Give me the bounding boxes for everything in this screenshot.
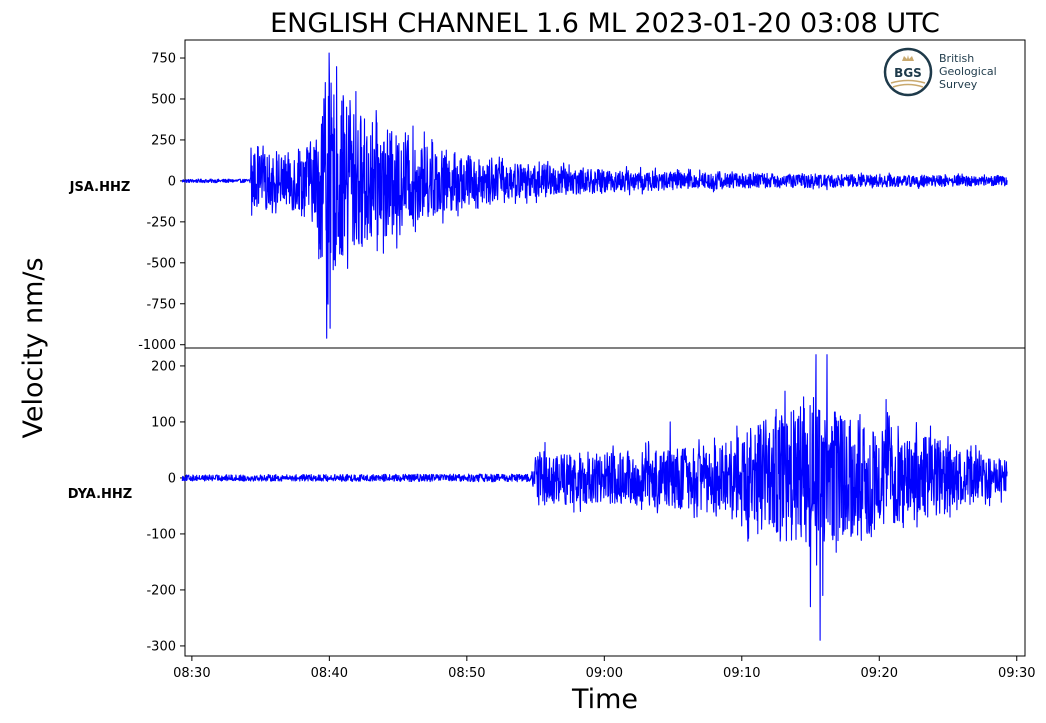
y-tick-label: 200	[151, 359, 176, 374]
waveform-trace-dya	[181, 354, 1008, 641]
y-tick-label: -100	[146, 527, 176, 542]
bgs-logo: BGS British Geological Survey	[883, 47, 997, 97]
y-tick-label: -300	[146, 639, 176, 654]
y-tick-label: -500	[146, 256, 176, 271]
strata-icon	[890, 79, 926, 88]
y-axis-label: Velocity nm/s	[18, 257, 49, 438]
crown-icon	[902, 55, 914, 61]
x-tick-label: 09:10	[723, 666, 760, 681]
y-tick-label: 100	[151, 415, 176, 430]
y-tick-label: 250	[151, 133, 176, 148]
y-tick-label: 0	[168, 174, 176, 189]
station-label-jsa: JSA.HHZ	[69, 180, 131, 195]
station-label-dya: DYA.HHZ	[68, 487, 132, 502]
y-axis-dya: 200 100 0 -100 -200 -300	[146, 359, 185, 654]
y-axis-jsa: 750 500 250 0 -250 -500 -750 -1000	[138, 52, 185, 353]
x-tick-label: 09:00	[586, 666, 623, 681]
y-tick-label: 500	[151, 92, 176, 107]
panel-dya: 200 100 0 -100 -200 -300 DYA.HHZ	[68, 347, 1026, 657]
y-tick-label: -1000	[138, 338, 176, 353]
bgs-logo-line-1: British	[939, 52, 974, 65]
bgs-logo-line-3: Survey	[939, 78, 978, 91]
panel-jsa: 750 500 250 0 -250 -500 -750 -1000 JSA.HHZ	[69, 39, 1026, 353]
y-tick-label: -750	[146, 297, 176, 312]
x-tick-label: 09:20	[861, 666, 898, 681]
y-tick-label: 750	[151, 52, 176, 67]
bgs-logo-abbrev: BGS	[894, 66, 922, 80]
bgs-logo-line-2: Geological	[939, 65, 997, 78]
chart-title: ENGLISH CHANNEL 1.6 ML 2023-01-20 03:08 …	[270, 8, 940, 39]
x-tick-label: 09:30	[998, 666, 1035, 681]
x-tick-label: 08:40	[311, 666, 348, 681]
bgs-logo-ring	[883, 47, 933, 97]
panel-frame-dya	[184, 347, 1026, 657]
waveform-trace-jsa	[181, 52, 1008, 339]
x-axis: 08:30 08:40 08:50 09:00 09:10 09:20 09:30	[173, 656, 1035, 681]
x-tick-label: 08:30	[173, 666, 210, 681]
y-tick-label: -250	[146, 215, 176, 230]
y-tick-label: 0	[168, 471, 176, 486]
y-tick-label: -200	[146, 583, 176, 598]
x-axis-label: Time	[571, 684, 638, 715]
x-tick-label: 08:50	[448, 666, 485, 681]
